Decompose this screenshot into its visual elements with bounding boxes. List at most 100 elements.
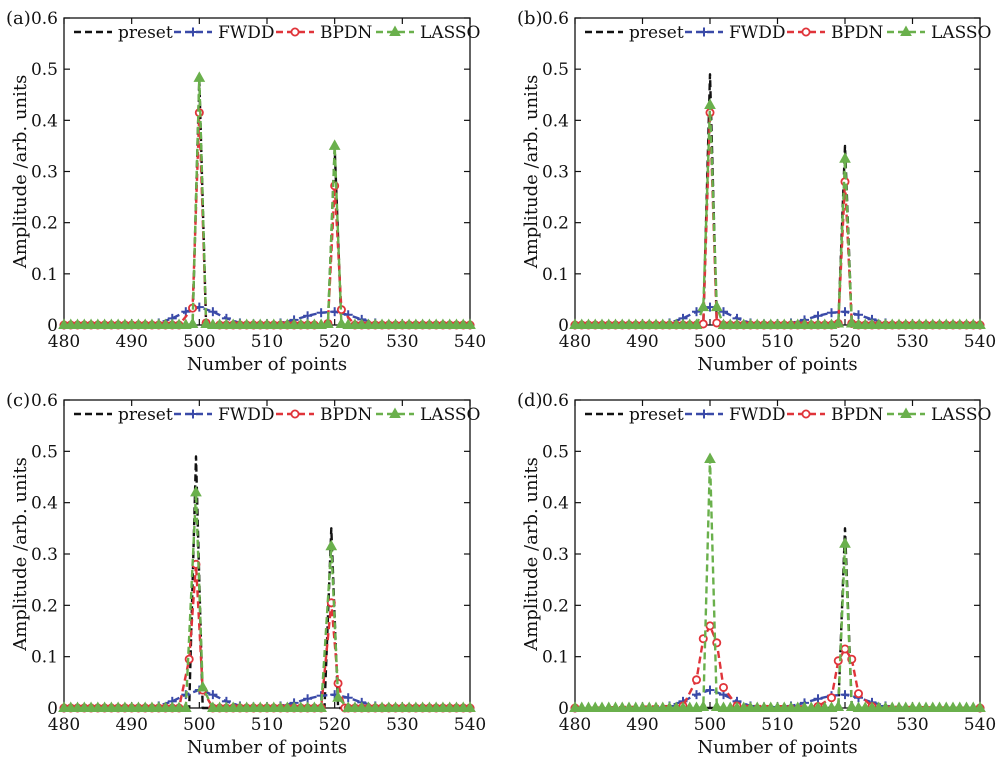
data-point-lasso xyxy=(845,700,858,711)
x-tick-label: 510 xyxy=(251,715,283,735)
panel-label: (c) xyxy=(6,390,30,411)
x-tick-label: 540 xyxy=(964,715,996,735)
legend-label-bpdn: BPDN xyxy=(831,23,884,43)
panel-label: (a) xyxy=(6,8,31,29)
x-axis-label: Number of points xyxy=(187,354,347,375)
legend-label-preset: preset xyxy=(629,405,684,425)
data-point-lasso xyxy=(839,152,851,163)
legend-label-fwdd: FWDD xyxy=(729,23,786,43)
baseline-marker-lasso xyxy=(173,318,185,329)
x-tick-label: 490 xyxy=(626,715,658,735)
x-tick-label: 530 xyxy=(386,715,418,735)
legend-marker-fwdd xyxy=(699,27,709,37)
y-axis-label: Amplitude /arb. units xyxy=(10,75,31,270)
data-point-lasso xyxy=(328,139,341,150)
panel-label: (d) xyxy=(517,390,543,411)
data-point-fwdd xyxy=(208,307,218,317)
baseline-marker-lasso xyxy=(308,318,321,329)
legend: preset FWDD BPDN LASSO xyxy=(585,405,992,425)
data-point-lasso xyxy=(697,700,710,711)
y-axis-label: Amplitude /arb. units xyxy=(521,457,542,652)
series-line-lasso xyxy=(575,457,980,710)
series-group xyxy=(58,71,476,330)
plot-frame xyxy=(63,399,471,709)
data-point-fwdd xyxy=(692,690,701,700)
y-tick-label: 0.3 xyxy=(542,545,569,565)
y-tick-label: 0.3 xyxy=(542,163,569,183)
data-point-bpdn xyxy=(840,644,850,654)
y-tick-label: 0.6 xyxy=(542,391,569,411)
x-tick-label: 520 xyxy=(318,332,350,352)
x-tick-label: 490 xyxy=(115,715,147,735)
legend-marker-fwdd xyxy=(188,27,198,37)
x-tick-label: 520 xyxy=(829,715,861,735)
y-tick-label: 0.4 xyxy=(31,494,58,514)
x-tick-label: 480 xyxy=(48,715,80,735)
data-point-fwdd xyxy=(705,685,715,695)
y-axis-label: Amplitude /arb. units xyxy=(521,75,542,270)
x-tick-label: 510 xyxy=(761,715,793,735)
data-point-fwdd xyxy=(840,307,850,317)
y-tick-label: 0 xyxy=(47,699,58,719)
legend-marker-lasso xyxy=(389,407,401,418)
data-point-lasso xyxy=(332,691,344,702)
data-point-lasso xyxy=(845,316,858,328)
y-tick-label: 0.2 xyxy=(31,596,58,616)
baseline-marker-lasso xyxy=(818,701,831,712)
legend-label-preset: preset xyxy=(118,405,173,425)
data-point-fwdd xyxy=(840,690,850,700)
data-point-lasso xyxy=(190,485,202,497)
series-line-fwdd xyxy=(574,305,981,327)
baseline-marker-lasso xyxy=(974,701,986,712)
data-point-fwdd xyxy=(343,693,353,703)
data-point-lasso xyxy=(832,316,845,328)
data-point-lasso xyxy=(839,537,851,548)
legend-label-lasso: LASSO xyxy=(931,405,992,425)
x-tick-label: 490 xyxy=(115,332,147,352)
x-tick-label: 520 xyxy=(829,332,861,352)
x-axis-label: Number of points xyxy=(697,737,857,758)
y-tick-label: 0.5 xyxy=(542,60,569,80)
x-tick-label: 510 xyxy=(761,332,793,352)
y-tick-label: 0.6 xyxy=(31,9,58,29)
series-line-bpdn xyxy=(574,624,981,710)
data-point-lasso xyxy=(710,300,723,312)
data-point-fwdd xyxy=(316,308,326,318)
data-point-lasso xyxy=(322,317,334,328)
y-tick-label: 0 xyxy=(47,316,58,336)
x-tick-label: 530 xyxy=(386,332,418,352)
data-point-lasso xyxy=(704,452,716,464)
y-tick-label: 0.3 xyxy=(31,545,58,565)
plot-frame xyxy=(574,399,981,709)
y-tick-label: 0.4 xyxy=(542,111,569,131)
x-tick-label: 540 xyxy=(454,715,486,735)
legend-label-fwdd: FWDD xyxy=(729,405,786,425)
x-tick-label: 540 xyxy=(964,332,996,352)
series-line-lasso xyxy=(575,103,980,327)
legend-label-fwdd: FWDD xyxy=(218,23,275,43)
plot-frame xyxy=(63,17,471,326)
y-tick-label: 0 xyxy=(558,699,569,719)
legend-label-fwdd: FWDD xyxy=(218,405,275,425)
x-tick-label: 500 xyxy=(183,715,215,735)
panel-label: (b) xyxy=(517,8,543,29)
x-tick-label: 540 xyxy=(454,332,486,352)
x-tick-label: 530 xyxy=(896,332,928,352)
legend-label-preset: preset xyxy=(629,23,684,43)
legend: preset FWDD BPDN LASSO xyxy=(74,23,481,43)
y-tick-label: 0.4 xyxy=(542,494,569,514)
data-point-bpdn xyxy=(827,693,837,703)
x-tick-label: 500 xyxy=(694,332,726,352)
legend-marker-lasso xyxy=(900,25,912,36)
legend: preset FWDD BPDN LASSO xyxy=(585,23,992,43)
x-axis-label: Number of points xyxy=(187,737,347,758)
x-tick-label: 500 xyxy=(694,715,726,735)
data-point-lasso xyxy=(193,71,206,82)
legend-label-bpdn: BPDN xyxy=(831,405,884,425)
y-tick-label: 0.6 xyxy=(542,9,569,29)
baseline-marker-lasso xyxy=(464,701,476,712)
chart-panel-c: 0 0.1 0.2 0.3 0.4 0.5 0.6 480 490 500 510 520 530 540… xyxy=(6,390,486,758)
legend-marker-fwdd xyxy=(188,409,198,419)
series-line-preset xyxy=(64,78,470,327)
